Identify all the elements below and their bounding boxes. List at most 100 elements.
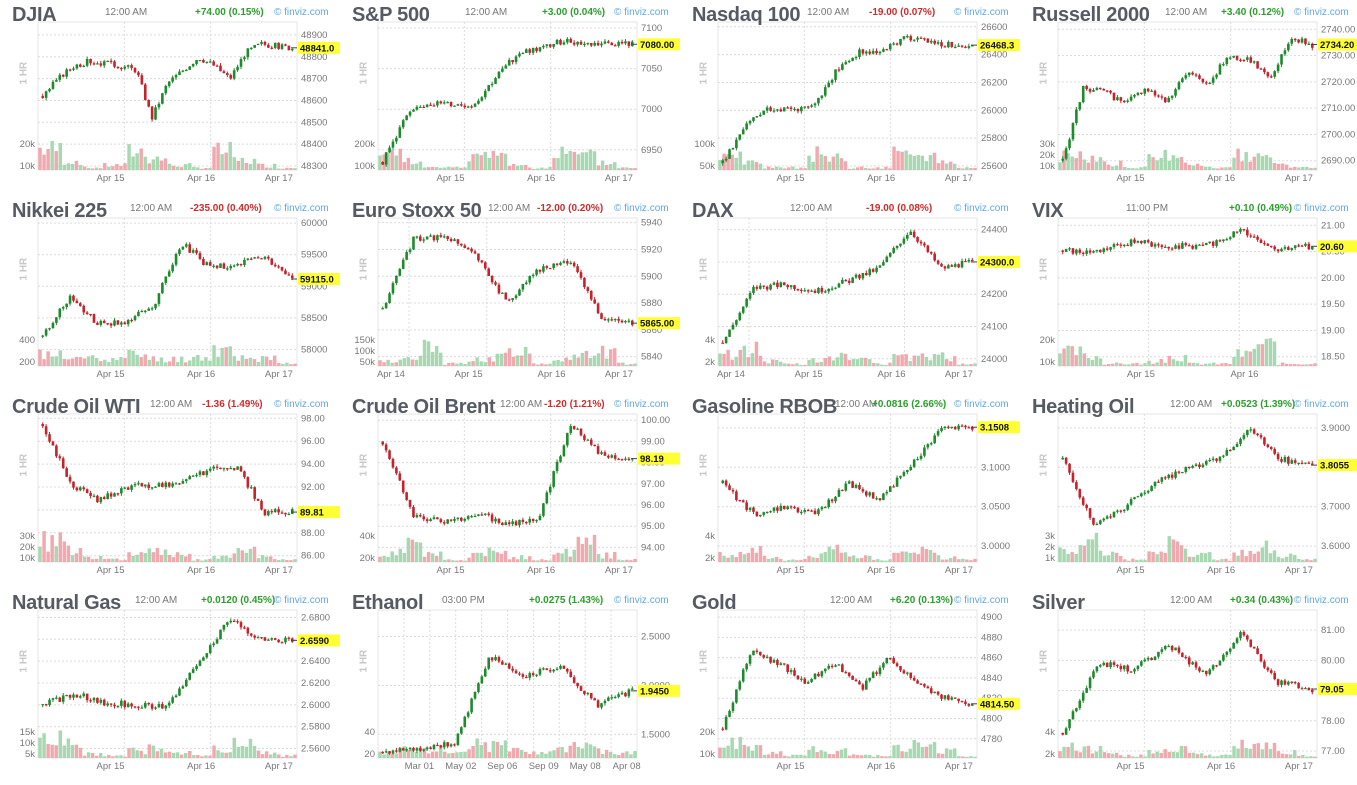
- volume-bar: [1191, 362, 1196, 366]
- quote-tile-natural-gas[interactable]: 2.68002.66002.64002.62002.60002.58002.56…: [0, 588, 340, 784]
- candle-body: [191, 250, 195, 253]
- candle-body: [728, 149, 731, 159]
- price-tick-label: 7050: [641, 64, 662, 75]
- brand-link[interactable]: © finviz.com: [274, 399, 329, 410]
- candle-body: [1198, 244, 1201, 246]
- ticker-title[interactable]: Crude Oil Brent: [352, 396, 496, 418]
- volume-bar: [1123, 756, 1127, 758]
- volume-bar: [410, 359, 415, 366]
- candle-body: [463, 716, 467, 728]
- candle-body: [106, 493, 109, 500]
- volume-bar: [200, 360, 204, 366]
- candle-body: [895, 245, 899, 248]
- volume-tick-label: 20: [364, 749, 375, 760]
- ticker-title[interactable]: Gasoline RBOB: [692, 396, 838, 418]
- quote-tile-russell-2000[interactable]: 2740.00 2730.00 2720.00 2710.00 2700.00 2690.…: [1020, 0, 1357, 196]
- candle-body: [738, 312, 742, 321]
- volume-bar: [426, 753, 431, 758]
- candle-body: [923, 243, 926, 246]
- ticker-title[interactable]: Euro Stoxx 50: [352, 200, 482, 222]
- brand-link[interactable]: © finviz.com: [274, 7, 329, 18]
- brand-link[interactable]: © finviz.com: [614, 399, 669, 410]
- candle-body: [600, 703, 603, 708]
- ticker-title[interactable]: DAX: [692, 200, 734, 222]
- volume-bar: [451, 167, 455, 170]
- brand-link[interactable]: © finviz.com: [954, 595, 1009, 606]
- ticker-title[interactable]: Nasdaq 100: [692, 4, 801, 26]
- quote-tile-crude-oil-brent[interactable]: 100.0099.0098.0097.0096.0095.0094.00Apr …: [340, 392, 680, 588]
- ticker-title[interactable]: VIX: [1032, 200, 1064, 222]
- brand-link[interactable]: © finviz.com: [1294, 399, 1349, 410]
- candle-body: [1112, 92, 1116, 101]
- quote-tile-euro-stoxx-50[interactable]: 5940 5920 5900 5880 5860 5840 Apr 14 Apr 15 Apr …: [340, 196, 680, 392]
- volume-bar: [62, 541, 67, 562]
- brand-link[interactable]: © finviz.com: [954, 7, 1009, 18]
- last-price-highlight: [978, 697, 1020, 710]
- volume-bar: [451, 752, 455, 758]
- price-tick-label: 98.00: [301, 413, 325, 424]
- ticker-title[interactable]: Ethanol: [352, 592, 424, 614]
- timeframe-label: 1 HR: [1038, 453, 1050, 477]
- brand-link[interactable]: © finviz.com: [1294, 7, 1349, 18]
- timeframe-label: 1 HR: [1038, 257, 1050, 281]
- candle-body: [92, 63, 96, 65]
- ticker-title[interactable]: Gold: [692, 592, 737, 614]
- volume-bar: [819, 361, 823, 366]
- ticker-title[interactable]: DJIA: [12, 4, 57, 26]
- candle-body: [1256, 648, 1259, 655]
- volume-bar: [74, 160, 79, 170]
- candle-body: [789, 285, 793, 288]
- ticker-title[interactable]: Heating Oil: [1032, 396, 1135, 418]
- ticker-title[interactable]: Silver: [1032, 592, 1085, 614]
- volume-bar: [394, 555, 398, 562]
- candle-body: [1133, 669, 1136, 672]
- candle-body: [61, 458, 65, 469]
- volume-tick-label: 30k: [20, 531, 36, 542]
- quote-tile-djia[interactable]: 48900 48800 48700 48600 48500 48400 48300 Apr 1…: [0, 0, 340, 196]
- candle-body: [1116, 664, 1119, 667]
- quote-tile-nasdaq-100[interactable]: 26600 26400 26200 26000 25800 25600 Apr 15 Apr …: [680, 0, 1020, 196]
- candle-body: [1160, 245, 1164, 247]
- candle-body: [1263, 243, 1266, 245]
- ticker-title[interactable]: Crude Oil WTI: [12, 396, 141, 418]
- volume-bar: [552, 554, 556, 562]
- brand-link[interactable]: © finviz.com: [614, 7, 669, 18]
- quote-tile-sandp-500[interactable]: 7100 7050 7000 6950 Apr 15 Apr 16 Apr 17 200k 10…: [340, 0, 680, 196]
- volume-bar: [799, 559, 803, 562]
- candle-body: [507, 522, 511, 525]
- volume-bar: [281, 756, 285, 758]
- price-tick-label: 3.0500: [981, 502, 1010, 513]
- candle-body: [236, 263, 239, 266]
- ticker-title[interactable]: Nikkei 225: [12, 200, 107, 222]
- ticker-title[interactable]: S&P 500: [352, 4, 430, 26]
- ticker-title[interactable]: Russell 2000: [1032, 4, 1150, 26]
- candle-body: [174, 254, 178, 265]
- brand-link[interactable]: © finviz.com: [614, 203, 669, 214]
- brand-link[interactable]: © finviz.com: [274, 595, 329, 606]
- brand-link[interactable]: © finviz.com: [274, 203, 329, 214]
- price-change: -1.20 (1.21%): [544, 399, 605, 410]
- brand-link[interactable]: © finviz.com: [1294, 203, 1349, 214]
- brand-link[interactable]: © finviz.com: [954, 399, 1009, 410]
- volume-bar: [406, 750, 411, 758]
- volume-bar: [163, 752, 168, 758]
- candle-body: [229, 468, 233, 470]
- brand-link[interactable]: © finviz.com: [954, 203, 1009, 214]
- candle-body: [613, 45, 617, 47]
- volume-bar: [924, 746, 929, 758]
- candle-body: [260, 41, 263, 44]
- brand-link[interactable]: © finviz.com: [1294, 595, 1349, 606]
- volume-bar: [1082, 353, 1087, 366]
- ticker-title[interactable]: Natural Gas: [12, 592, 121, 614]
- quote-tile-nikkei-225[interactable]: 60000 59500 59000 58500 58000 Apr 15 Apr 16 Apr…: [0, 196, 340, 392]
- brand-link[interactable]: © finviz.com: [614, 595, 669, 606]
